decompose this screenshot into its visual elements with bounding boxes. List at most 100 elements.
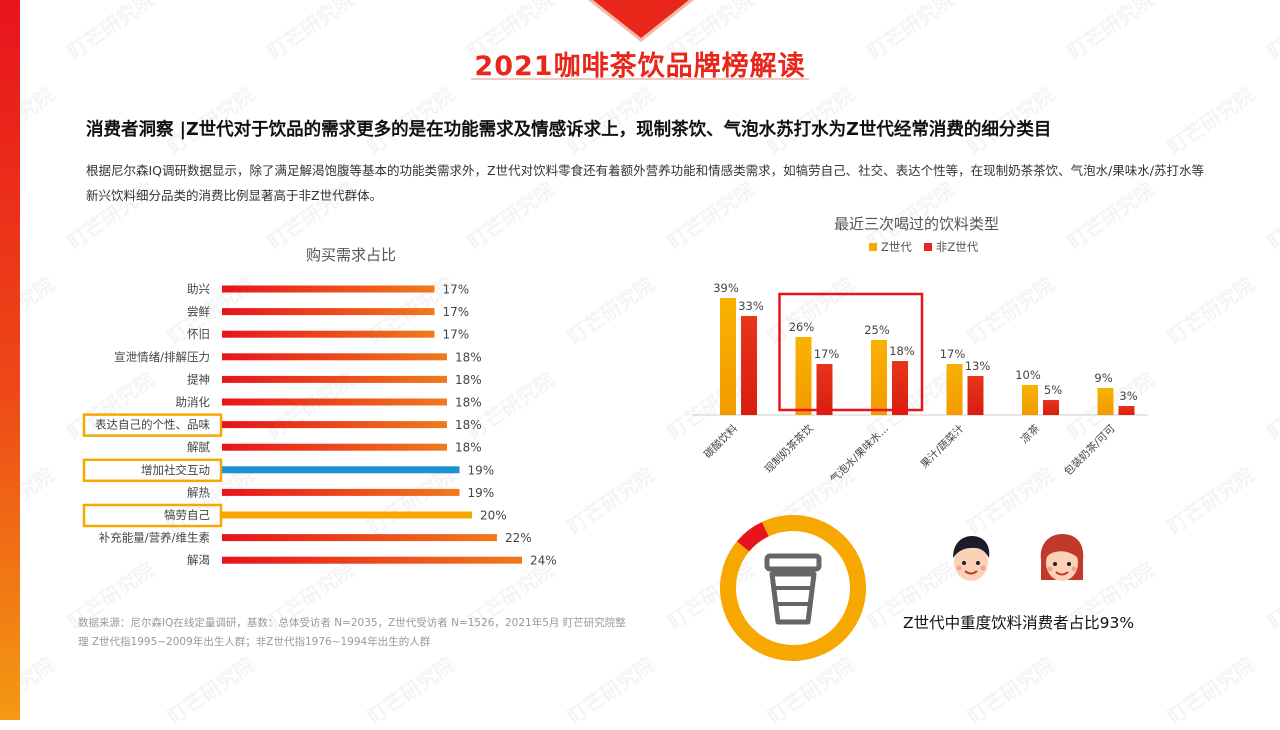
bar (741, 316, 757, 415)
value-label: 17% (814, 347, 840, 361)
value-label: 18% (455, 418, 482, 432)
watermark-text: 盯芒研究院 (1161, 269, 1260, 350)
highlight-box (778, 292, 924, 412)
value-label: 33% (738, 299, 764, 313)
category-label: 果汁/蔬菜汁 (918, 422, 967, 471)
boy-avatar-icon (953, 536, 990, 581)
category-label: 凉茶 (1018, 422, 1042, 446)
category-label: 表达自己的个性、品味 (95, 418, 210, 432)
top-triangle-decoration (593, 0, 689, 38)
bar (892, 361, 908, 415)
category-label: 宣泄情绪/排解压力 (114, 350, 210, 364)
value-label: 19% (468, 463, 495, 477)
value-label: 13% (965, 359, 991, 373)
purchase-needs-bar-chart: 助兴 17% 尝鲜 17% 怀旧 17% 宣泄情绪/排解压力 18% 提神 18% 助消化 18% 表达… (82, 282, 557, 568)
bar (946, 364, 963, 415)
category-label: 包装奶茶/可可 (1061, 422, 1117, 478)
footnote-source: 数据来源：尼尔森IQ在线定量调研，基数：总体受访者 N=2035，Z世代受访者 … (78, 617, 626, 629)
bar (222, 398, 447, 406)
watermark-text: 盯芒研究院 (361, 649, 460, 730)
category-label: 助消化 (176, 395, 211, 409)
bar (1097, 388, 1114, 415)
cup-icon (764, 553, 822, 625)
value-label: 10% (1015, 368, 1041, 382)
bar (222, 556, 522, 564)
legend-item-non-z: 非Z世代 (923, 239, 978, 255)
bar (222, 511, 472, 519)
value-label: 25% (864, 323, 890, 337)
purchase-needs-chart-title: 购买需求占比 (306, 246, 397, 264)
value-label: 39% (713, 281, 739, 295)
bar (795, 337, 812, 415)
bar (222, 488, 460, 496)
category-label: 提神 (187, 372, 210, 386)
watermark-text: 盯芒研究院 (561, 649, 660, 730)
bar (222, 285, 435, 293)
category-label: 碳酸饮料 (701, 422, 740, 461)
value-label: 9% (1094, 371, 1112, 385)
value-label: 5% (1044, 383, 1062, 397)
watermark-text: 盯芒研究院 (1261, 364, 1280, 445)
left-accent-bar (0, 0, 20, 720)
bar (222, 421, 447, 429)
category-label: 解热 (187, 485, 210, 499)
title-underline (471, 78, 809, 80)
bar (816, 364, 833, 415)
value-label: 18% (455, 396, 482, 410)
value-label: 18% (455, 373, 482, 387)
bar (720, 298, 736, 415)
value-label: 20% (480, 509, 507, 523)
bar (967, 376, 984, 415)
watermark-text: 盯芒研究院 (1161, 649, 1260, 730)
bar (222, 443, 447, 451)
heavy-consumer-donut (720, 515, 866, 661)
value-label: 26% (789, 320, 815, 334)
bar (1043, 400, 1059, 415)
footnote-definition: 理 Z世代指1995~2009年出生人群；非Z世代指1976~1994年出生的人… (78, 636, 431, 648)
bar (222, 330, 435, 338)
drink-types-chart-title: 最近三次喝过的饮料类型 (834, 215, 1000, 233)
category-label: 现制奶茶茶饮 (762, 422, 816, 476)
donut-caption: Z世代中重度饮料消费者占比93% (903, 614, 1135, 632)
bar (222, 353, 447, 361)
bar (222, 534, 497, 542)
value-label: 18% (455, 441, 482, 455)
watermark-text: 盯芒研究院 (961, 649, 1060, 730)
category-label: 补充能量/营养/维生素 (99, 531, 210, 545)
value-label: 17% (443, 305, 470, 319)
legend-item-z: Z世代 (869, 239, 912, 255)
donut-slice (720, 515, 866, 661)
insight-headline: 消费者洞察 |Z世代对于饮品的需求更多的是在功能需求及情感诉求上，现制茶饮、气泡… (86, 120, 1052, 140)
category-label: 助兴 (187, 282, 210, 296)
category-label: 犒劳自己 (164, 508, 210, 522)
value-label: 18% (455, 350, 482, 364)
watermark-text: 盯芒研究院 (161, 649, 260, 730)
value-label: 22% (505, 531, 532, 545)
insight-description: 根据尼尔森IQ调研数据显示，除了满足解渴饱腹等基本的功能类需求外，Z世代对饮料零… (86, 163, 1205, 203)
watermark-text: 盯芒研究院 (1161, 459, 1260, 540)
value-label: 17% (443, 328, 470, 342)
girl-avatar-icon (1040, 534, 1084, 581)
category-label: 气泡水/果味水… (827, 422, 891, 486)
watermark-text: 盯芒研究院 (1161, 79, 1260, 160)
drink-types-bar-chart: 39%33%碳酸饮料26%17%现制奶茶茶饮25%18%气泡水/果味水…17%1… (692, 281, 1148, 486)
highlight-box (82, 413, 223, 437)
highlight-box (82, 503, 223, 528)
category-label: 怀旧 (187, 327, 210, 341)
category-label: 尝鲜 (187, 305, 210, 319)
value-label: 19% (468, 486, 495, 500)
watermark-text: 盯芒研究院 (1261, 174, 1280, 255)
highlight-box (82, 458, 223, 483)
category-label: 解腻 (187, 440, 210, 454)
value-label: 18% (889, 344, 915, 358)
category-label: 解渴 (187, 553, 210, 567)
bar (222, 466, 460, 474)
drink-types-legend: Z世代 非Z世代 (869, 239, 978, 255)
value-label: 3% (1119, 389, 1137, 403)
value-label: 17% (940, 347, 966, 361)
bar (1022, 385, 1038, 415)
bar (222, 308, 435, 316)
bar (222, 375, 447, 383)
bar (1118, 406, 1135, 415)
value-label: 24% (530, 554, 557, 568)
